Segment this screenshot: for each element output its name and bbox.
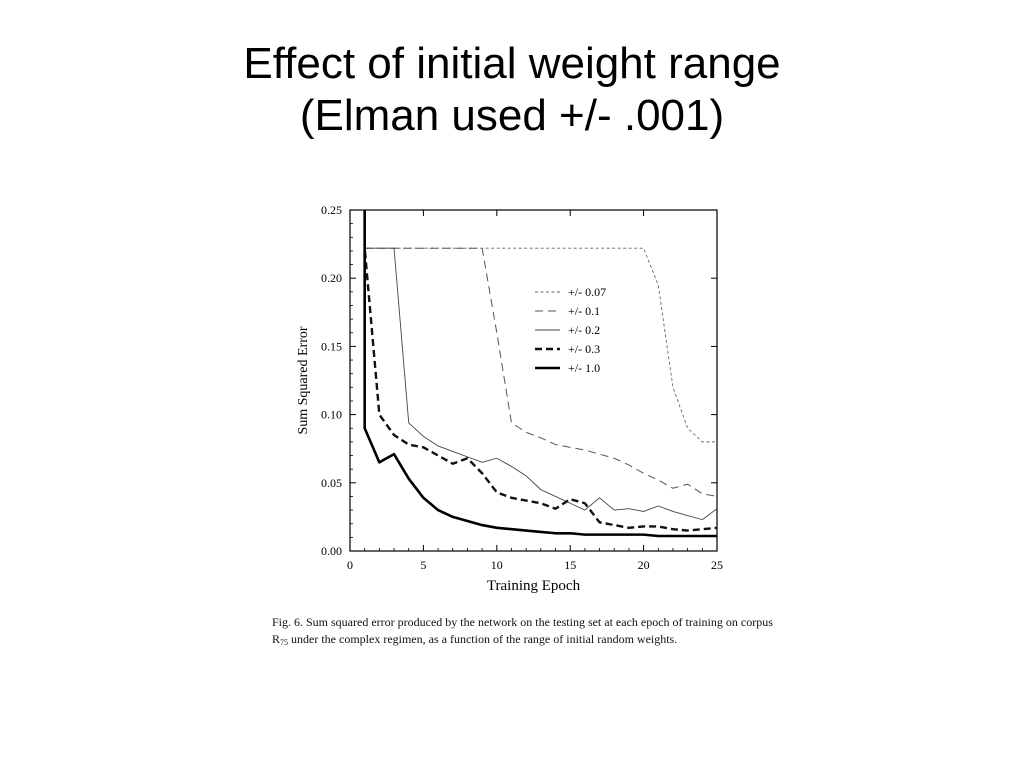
series-line-5 bbox=[363, 210, 717, 538]
series-lines bbox=[363, 210, 717, 538]
slide-title-line-1: Effect of initial weight range bbox=[243, 39, 781, 88]
caption-line-1: Fig. 6. Sum squared error produced by th… bbox=[272, 615, 773, 629]
slide-title: Effect of initial weight range (Elman us… bbox=[0, 38, 1024, 142]
series-line-4 bbox=[363, 210, 717, 532]
legend: +/- 0.07 +/- 0.1 +/- 0.2 +/- 0.3 +/- 1.0 bbox=[535, 285, 606, 375]
sse-line-chart: 0 5 10 15 20 25 0.00 0.05 0.10 0.15 0.20 0.25 +/- 0… bbox=[296, 203, 723, 594]
figure-caption: Fig. 6. Sum squared error produced by th… bbox=[272, 614, 773, 651]
x-tick-label: 10 bbox=[491, 558, 503, 572]
caption-line-2-text: under the complex regimen, as a function… bbox=[288, 632, 678, 646]
caption-corpus-subscript: 75 bbox=[280, 638, 289, 647]
x-tick-label: 20 bbox=[638, 558, 650, 572]
slide-title-line-2: (Elman used +/- .001) bbox=[299, 91, 725, 140]
series-line-3 bbox=[364, 247, 717, 521]
legend-label: +/- 0.3 bbox=[568, 342, 600, 356]
y-tick-label: 0.15 bbox=[321, 339, 342, 353]
x-tick-label: 15 bbox=[564, 558, 576, 572]
x-tick-label: 0 bbox=[347, 558, 353, 572]
x-tick-label: 25 bbox=[711, 558, 723, 572]
y-tick-label: 0.00 bbox=[321, 544, 342, 558]
x-axis-label: Training Epoch bbox=[487, 578, 581, 594]
y-tick-label: 0.25 bbox=[321, 203, 342, 217]
axes: 0 5 10 15 20 25 0.00 0.05 0.10 0.15 0.20 0.25 bbox=[321, 203, 723, 572]
legend-label: +/- 0.07 bbox=[568, 285, 606, 299]
y-tick-label: 0.10 bbox=[321, 408, 342, 422]
caption-corpus-letter: R bbox=[272, 632, 281, 646]
legend-label: +/- 0.2 bbox=[568, 323, 600, 337]
y-tick-label: 0.20 bbox=[321, 271, 342, 285]
legend-label: +/- 1.0 bbox=[568, 361, 600, 375]
series-line-1 bbox=[364, 247, 717, 443]
plot-frame bbox=[349, 209, 718, 552]
caption-line-2: R75 under the complex regimen, as a func… bbox=[272, 631, 772, 651]
y-axis-label: Sum Squared Error bbox=[296, 326, 311, 434]
series-line-2 bbox=[364, 247, 717, 497]
x-tick-label: 5 bbox=[420, 558, 426, 572]
y-tick-label: 0.05 bbox=[321, 476, 342, 490]
legend-label: +/- 0.1 bbox=[568, 304, 600, 318]
